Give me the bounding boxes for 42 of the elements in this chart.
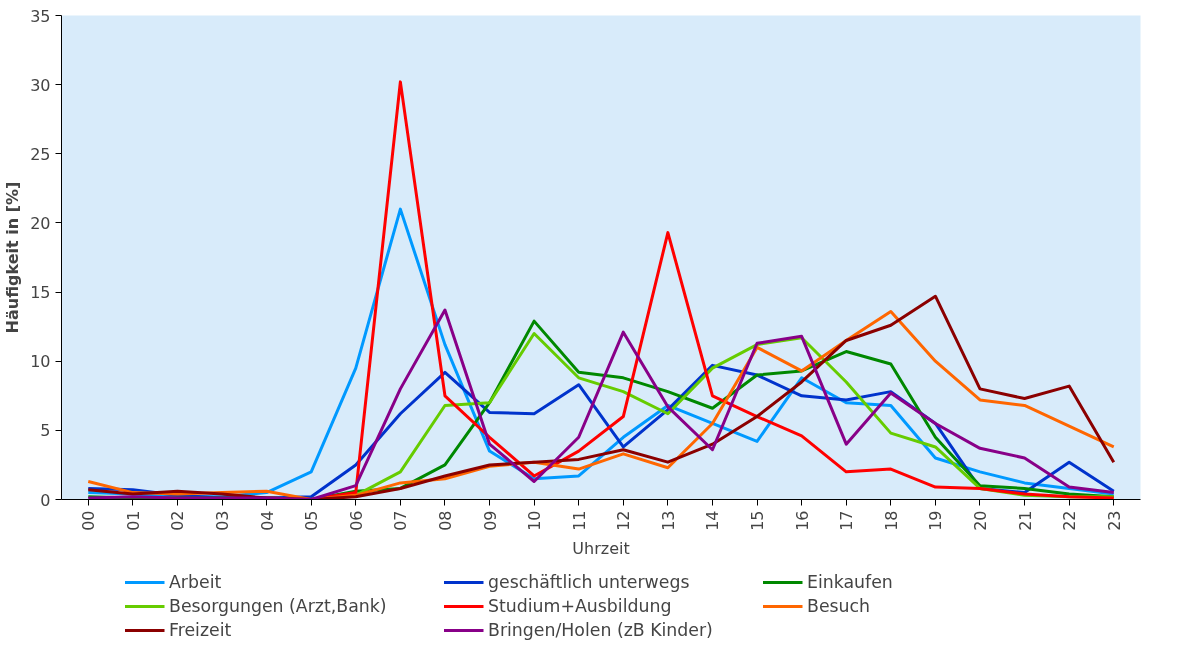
legend-label: Freizeit [169, 620, 233, 640]
y-axis-title: Häufigkeit in [%] [3, 181, 23, 334]
y-tick-label: 15 [30, 283, 51, 303]
x-tick-label: 19 [926, 510, 946, 531]
y-tick-label: 10 [30, 352, 51, 372]
x-tick-label: 22 [1060, 510, 1080, 531]
x-tick-label: 09 [480, 510, 500, 531]
legend-label: Einkaufen [807, 572, 894, 592]
x-tick-label: 01 [123, 510, 143, 531]
x-tick-label: 21 [1015, 510, 1035, 531]
legend-label: Besuch [807, 596, 872, 616]
x-tick-label: 05 [302, 510, 322, 531]
y-tick-label: 20 [30, 213, 51, 233]
x-tick-label: 11 [569, 510, 589, 531]
x-tick-label: 04 [257, 510, 277, 531]
legend-label: geschäftlich unterwegs [488, 572, 691, 592]
x-tick-label: 16 [792, 510, 812, 531]
x-tick-label: 12 [614, 510, 634, 531]
legend-label: Bringen/Holen (zB Kinder) [488, 620, 714, 640]
x-tick-label: 15 [748, 510, 768, 531]
x-tick-label: 00 [79, 510, 99, 531]
x-tick-label: 08 [435, 510, 455, 531]
y-tick-label: 30 [30, 75, 51, 95]
legend-label: Studium+Ausbildung [488, 596, 673, 616]
legend-label: Arbeit [169, 572, 223, 592]
x-tick-label: 02 [168, 510, 188, 531]
y-tick-label: 35 [30, 6, 51, 26]
x-tick-label: 07 [391, 510, 411, 531]
y-tick-label: 25 [30, 144, 51, 164]
y-tick-label: 0 [40, 490, 51, 510]
x-axis-title: Uhrzeit [572, 538, 630, 558]
legend-label: Besorgungen (Arzt,Bank) [169, 596, 388, 616]
x-tick-label: 06 [346, 510, 366, 531]
x-tick-label: 13 [658, 510, 678, 531]
x-tick-label: 23 [1104, 510, 1124, 531]
x-tick-label: 17 [837, 510, 857, 531]
x-tick-label: 20 [970, 510, 990, 531]
x-tick-label: 03 [213, 510, 233, 531]
x-tick-label: 14 [703, 510, 723, 531]
y-tick-label: 5 [40, 421, 51, 441]
x-tick-label: 10 [525, 510, 545, 531]
x-tick-label: 18 [881, 510, 901, 531]
